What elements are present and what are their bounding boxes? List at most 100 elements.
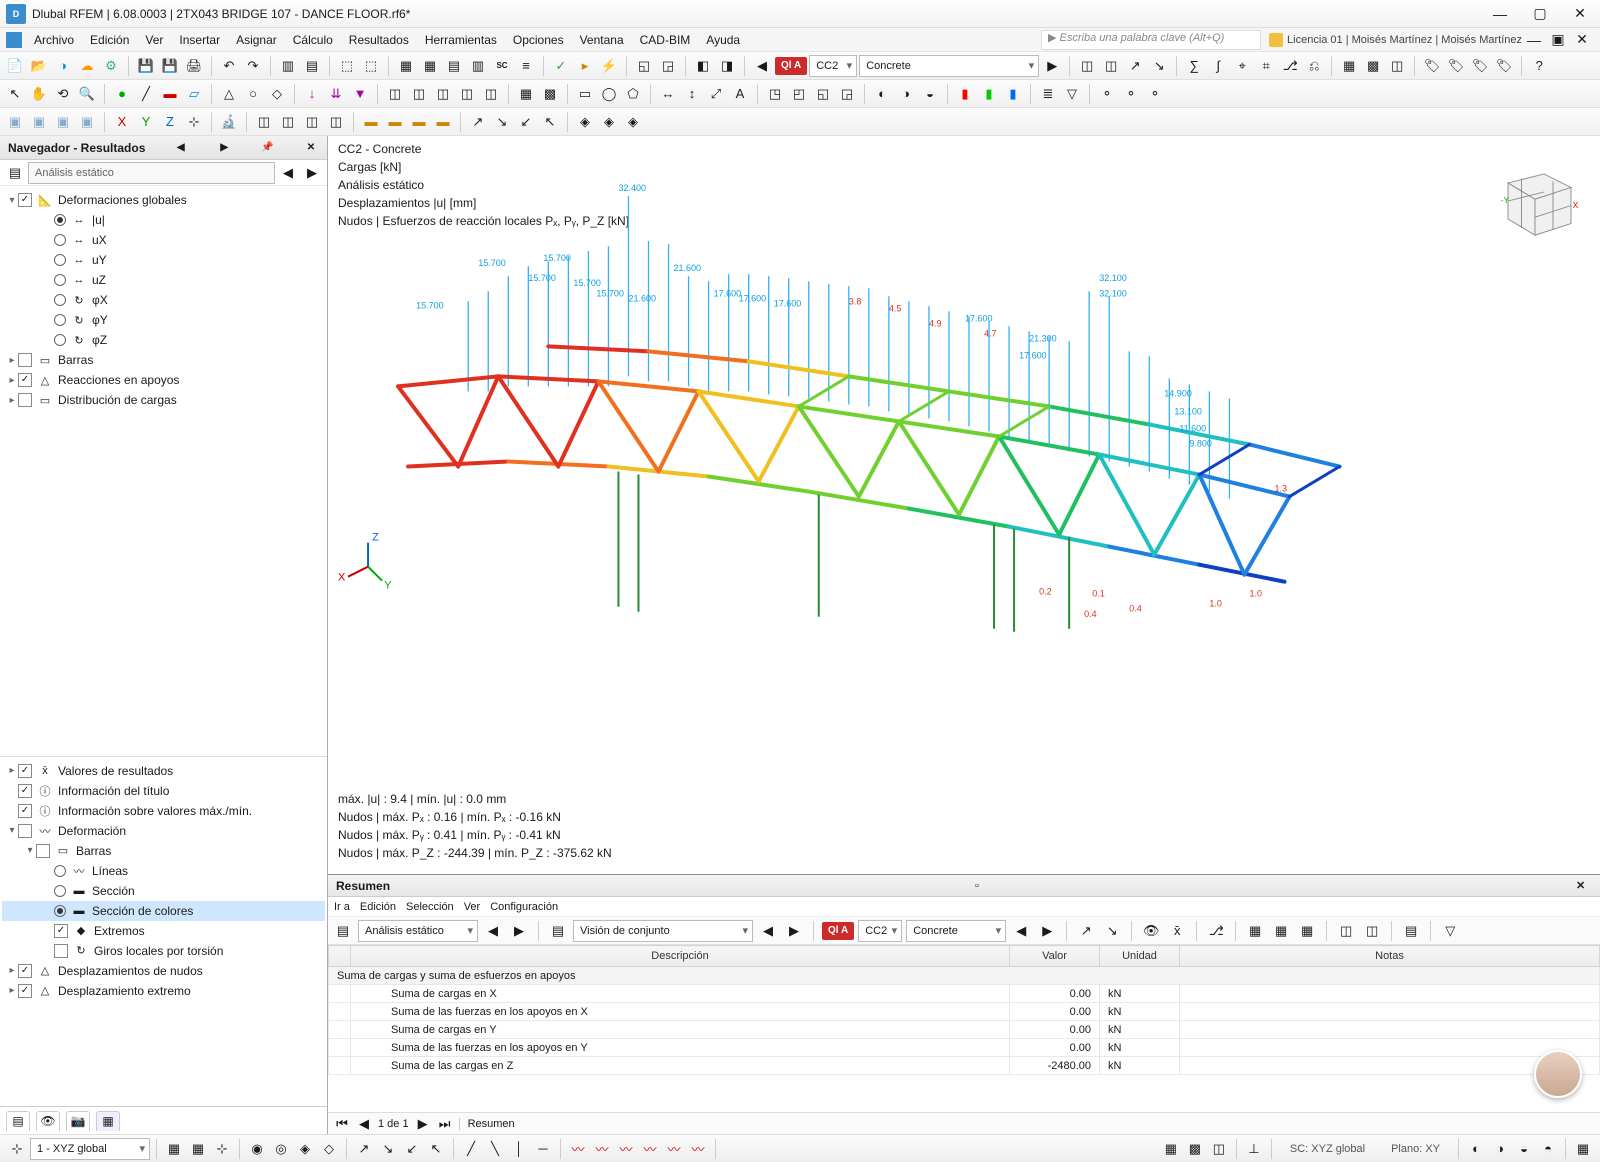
doc2-icon[interactable]: ▤ (301, 55, 323, 77)
tree-item[interactable]: ▾▭Barras (2, 841, 325, 861)
bb-t3-icon[interactable]: ⊹ (211, 1138, 233, 1160)
axis-x-icon[interactable]: X (111, 111, 133, 133)
bb-c4-icon[interactable]: 〰 (639, 1138, 661, 1160)
bb-c1-icon[interactable]: 〰 (567, 1138, 589, 1160)
bb-g2-icon[interactable]: ▩ (1184, 1138, 1206, 1160)
tag-d-icon[interactable]: 🏷 (1493, 55, 1515, 77)
bb-l4-icon[interactable]: ─ (532, 1138, 554, 1160)
user-avatar[interactable] (1534, 1050, 1582, 1098)
menu-ayuda[interactable]: Ayuda (698, 31, 748, 49)
render-a-icon[interactable]: ◐ (871, 83, 893, 105)
surface-icon[interactable]: ▱ (183, 83, 205, 105)
color-b-icon[interactable]: ▮ (978, 83, 1000, 105)
tree-item[interactable]: ↔|u| (2, 210, 325, 230)
sym-a-icon[interactable]: ◈ (574, 111, 596, 133)
prev-lc-icon[interactable]: ◀ (751, 55, 773, 77)
sym-c-icon[interactable]: ◈ (622, 111, 644, 133)
resultstbl-icon[interactable]: ◨ (716, 55, 738, 77)
nav-tab-2[interactable]: 👁 (36, 1111, 60, 1131)
tree-item[interactable]: ⓘInformación del título (2, 781, 325, 801)
nav-cnext-icon[interactable]: ▶ (301, 162, 323, 184)
zoom-icon[interactable]: 🔍 (76, 83, 98, 105)
res-t6-icon[interactable]: ▦ (1244, 920, 1266, 942)
view-front-icon[interactable]: ◱ (812, 83, 834, 105)
tag-b-icon[interactable]: 🏷 (1445, 55, 1467, 77)
menu-archivo[interactable]: Archivo (26, 31, 82, 49)
nav-next-icon[interactable]: ▶ (216, 140, 232, 156)
table-row[interactable]: Suma de las fuerzas en los apoyos en X0.… (329, 1003, 1600, 1021)
calc1-icon[interactable]: ⬚ (336, 55, 358, 77)
tree-item[interactable]: ▾📐Deformaciones globales (2, 190, 325, 210)
report-icon[interactable]: ▥ (467, 55, 489, 77)
nav-prev-icon[interactable]: ◀ (173, 140, 189, 156)
box-b-icon[interactable]: ▣ (28, 111, 50, 133)
shape-a-icon[interactable]: ◫ (253, 111, 275, 133)
bb-snap2-icon[interactable]: ◎ (270, 1138, 292, 1160)
res-t4-icon[interactable]: x̄ (1166, 920, 1188, 942)
bb-a2-icon[interactable]: ↘ (377, 1138, 399, 1160)
beam-c-icon[interactable]: ▬ (408, 111, 430, 133)
res-prev2-icon[interactable]: ◀ (757, 920, 779, 942)
extra-b-icon[interactable]: ⚬ (1120, 83, 1142, 105)
arrow-a-icon[interactable]: ↗ (467, 111, 489, 133)
nav-cprev-icon[interactable]: ◀ (277, 162, 299, 184)
res-c-icon[interactable]: ↗ (1124, 55, 1146, 77)
res-t8-icon[interactable]: ▦ (1296, 920, 1318, 942)
render-b-icon[interactable]: ◑ (895, 83, 917, 105)
tree-item[interactable]: ▬Sección (2, 881, 325, 901)
scope-icon[interactable]: 🔬 (218, 111, 240, 133)
loadcase-combo[interactable]: CC2 (809, 55, 857, 77)
tag-c-icon[interactable]: 🏷 (1469, 55, 1491, 77)
menu-ventana[interactable]: Ventana (572, 31, 632, 49)
mdi-restore[interactable]: ▣ (1546, 26, 1570, 54)
view2-icon[interactable]: ◲ (657, 55, 679, 77)
calc-all-icon[interactable]: ⚡ (598, 55, 620, 77)
results-tab[interactable]: Resumen (459, 1118, 515, 1130)
page-prev-icon[interactable]: ◀ (356, 1113, 372, 1135)
list-icon[interactable]: ≡ (515, 55, 537, 77)
res-mat-combo[interactable]: Concrete (906, 920, 1006, 942)
fx-icon[interactable]: ∑ (1183, 55, 1205, 77)
saveall-icon[interactable]: 💾 (159, 55, 181, 77)
axis-z-icon[interactable]: Z (159, 111, 181, 133)
tree-item[interactable]: ▸△Desplazamiento extremo (2, 981, 325, 1001)
arrow-d-icon[interactable]: ↖ (539, 111, 561, 133)
menu-asignar[interactable]: Asignar (228, 31, 285, 49)
tool-a-icon[interactable]: ⌖ (1231, 55, 1253, 77)
disp-a-icon[interactable]: ▦ (1338, 55, 1360, 77)
axis-xyz-icon[interactable]: ⊹ (183, 111, 205, 133)
res-t5-icon[interactable]: ⎇ (1205, 920, 1227, 942)
tree-item[interactable]: 〰Líneas (2, 861, 325, 881)
support-icon[interactable]: △ (218, 83, 240, 105)
tree-item[interactable]: ▸▭Distribución de cargas (2, 390, 325, 410)
view-iso-icon[interactable]: ◳ (764, 83, 786, 105)
op-e-icon[interactable]: ◫ (480, 83, 502, 105)
tree-item[interactable]: ▬Sección de colores (2, 901, 325, 921)
view-top-icon[interactable]: ◰ (788, 83, 810, 105)
menu-resultados[interactable]: Resultados (341, 31, 417, 49)
menu-edición[interactable]: Edición (82, 31, 137, 49)
res-t2-icon[interactable]: ↘ (1101, 920, 1123, 942)
box-c-icon[interactable]: ▣ (52, 111, 74, 133)
mdi-minimize[interactable]: — (1522, 26, 1546, 54)
menu-cálculo[interactable]: Cálculo (285, 31, 341, 49)
badge-qla[interactable]: Ql A (775, 57, 807, 75)
bb-g3-icon[interactable]: ◫ (1208, 1138, 1230, 1160)
res-view-icon[interactable]: ▤ (547, 920, 569, 942)
extra-c-icon[interactable]: ⚬ (1144, 83, 1166, 105)
bb-l2-icon[interactable]: ╲ (484, 1138, 506, 1160)
license-info[interactable]: Licencia 01 | Moisés Martínez | Moisés M… (1269, 33, 1522, 47)
print-icon[interactable]: 🖨 (183, 55, 205, 77)
new-icon[interactable]: 📄 (4, 55, 26, 77)
calc2-icon[interactable]: ⬚ (360, 55, 382, 77)
op-a-icon[interactable]: ◫ (384, 83, 406, 105)
page-next-icon[interactable]: ▶ (415, 1113, 431, 1135)
bb-cs-icon[interactable]: ⊹ (6, 1138, 28, 1160)
bb-c5-icon[interactable]: 〰 (663, 1138, 685, 1160)
release-icon[interactable]: ◇ (266, 83, 288, 105)
tree-item[interactable]: ▾〰Deformación (2, 821, 325, 841)
res-mode-icon[interactable]: ▤ (332, 920, 354, 942)
next-lc-icon[interactable]: ▶ (1041, 55, 1063, 77)
res-t1-icon[interactable]: ↗ (1075, 920, 1097, 942)
member-icon[interactable]: ▬ (159, 83, 181, 105)
